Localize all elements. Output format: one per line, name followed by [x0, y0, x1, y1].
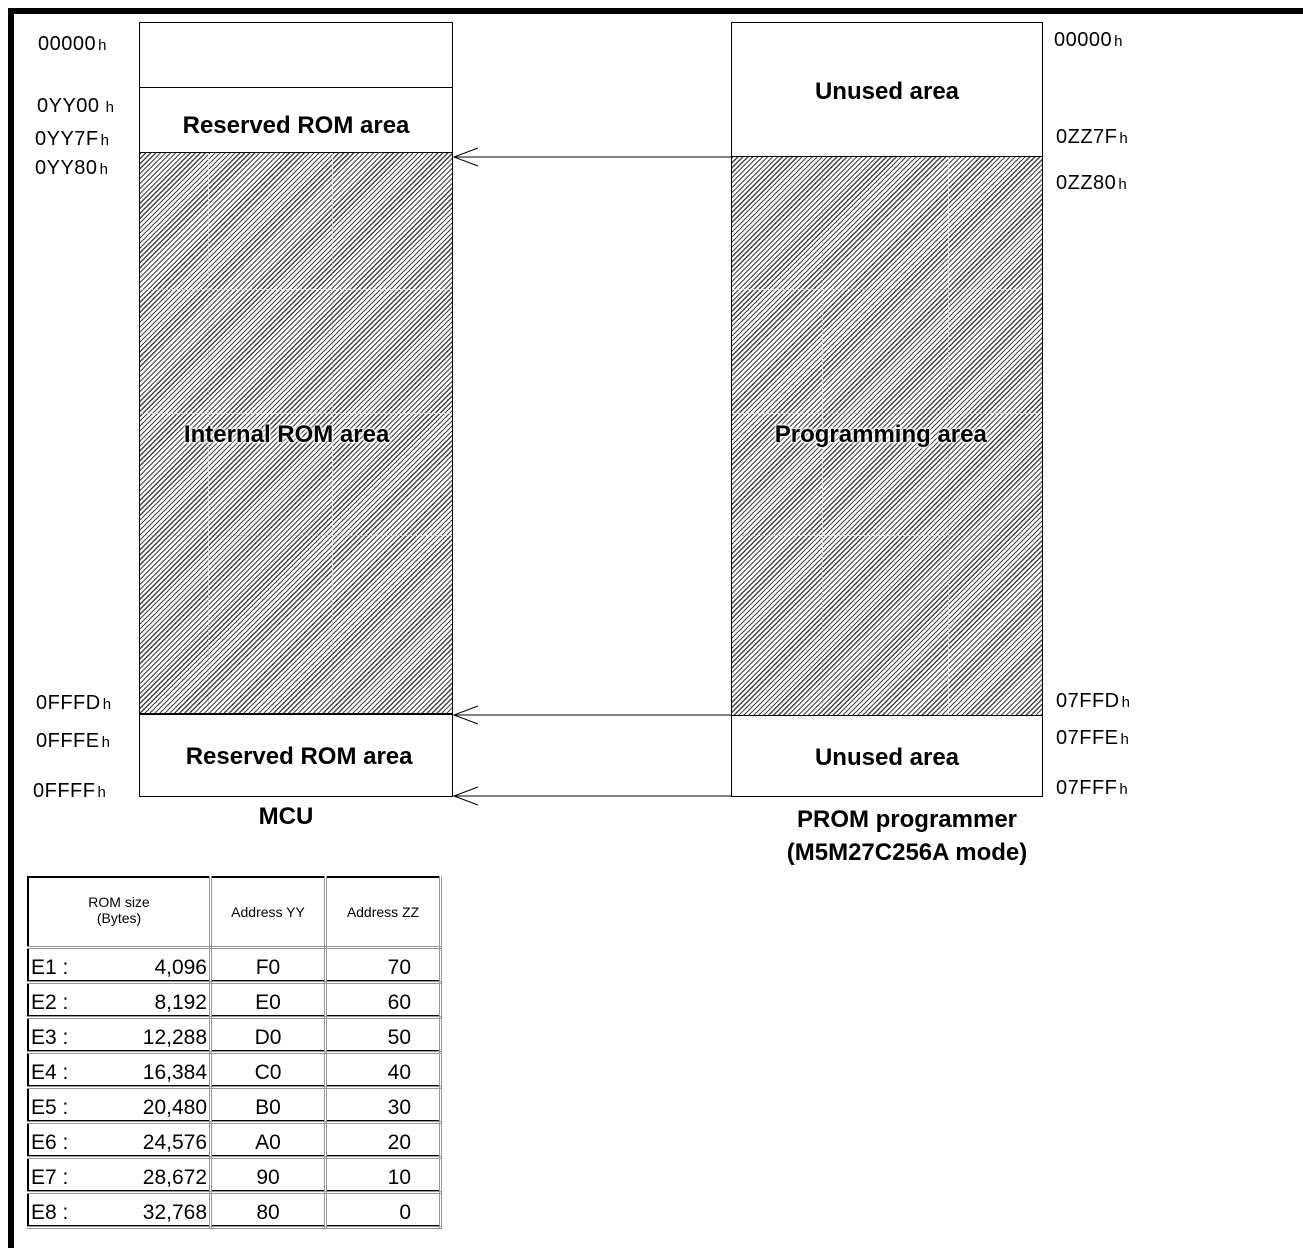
prom-address-7ffe: 07FFE h	[1056, 727, 1130, 749]
cell-rom-size: E2 : 8,192	[28, 982, 212, 1019]
table-header-row: ROM size (Bytes) Address YY Address ZZ	[28, 877, 442, 949]
cell-address-zz: 30	[325, 1087, 442, 1124]
header-address-yy: Address YY	[210, 877, 327, 949]
mcu-address-ffff: 0FFFF h	[33, 780, 107, 802]
arrow-head-middle	[452, 705, 479, 725]
row-size: 12,288	[142, 1026, 207, 1049]
table-row: E7 : 28,672 90 10	[28, 1157, 442, 1194]
row-size: 8,192	[154, 991, 207, 1014]
cell-address-zz: 0	[325, 1192, 442, 1229]
row-name: E3 :	[31, 1026, 69, 1049]
mcu-internal-rom-block: Internal ROM area	[139, 152, 453, 714]
prom-address-zz7f: 0ZZ7F h	[1056, 126, 1129, 148]
row-name: E6 :	[31, 1131, 69, 1154]
row-name: E7 :	[31, 1166, 69, 1189]
cell-rom-size: E8 : 32,768	[28, 1192, 212, 1229]
arrow-head-top	[452, 147, 479, 167]
cell-address-yy: 80	[210, 1192, 327, 1229]
prom-address-zz80: 0ZZ80 h	[1056, 172, 1128, 194]
table-row: E5 : 20,480 B0 30	[28, 1087, 442, 1124]
cell-address-yy: C0	[210, 1052, 327, 1089]
cell-address-yy: D0	[210, 1017, 327, 1054]
prom-address-7ffd: 07FFD h	[1056, 690, 1131, 712]
cell-address-yy: 90	[210, 1157, 327, 1194]
cell-address-zz: 10	[325, 1157, 442, 1194]
mcu-address-fffd: 0FFFD h	[36, 692, 112, 714]
rom-size-table: ROM size (Bytes) Address YY Address ZZ E…	[27, 876, 442, 1229]
cell-address-yy: F0	[210, 947, 327, 984]
prom-address-00000: 00000 h	[1054, 29, 1123, 51]
cell-address-yy: B0	[210, 1087, 327, 1124]
table-row: E8 : 32,768 80 0	[28, 1192, 442, 1229]
prom-unused-top-block: Unused area	[731, 22, 1043, 157]
prom-programming-block: Programming area	[731, 156, 1043, 716]
cell-address-yy: E0	[210, 982, 327, 1019]
cell-rom-size: E7 : 28,672	[28, 1157, 212, 1194]
cell-rom-size: E5 : 20,480	[28, 1087, 212, 1124]
cell-rom-size: E4 : 16,384	[28, 1052, 212, 1089]
cell-address-zz: 40	[325, 1052, 442, 1089]
diagram-frame	[8, 8, 1303, 1248]
table-row: E6 : 24,576 A0 20	[28, 1122, 442, 1159]
mcu-caption: MCU	[258, 803, 314, 830]
cell-rom-size: E1 : 4,096	[28, 947, 212, 984]
cell-address-zz: 60	[325, 982, 442, 1019]
mcu-address-yy7f: 0YY7F h	[35, 128, 110, 150]
prom-unused-top-label: Unused area	[814, 78, 960, 105]
table-row: E2 : 8,192 E0 60	[28, 982, 442, 1019]
prom-programming-label: Programming area	[774, 421, 987, 448]
cell-rom-size: E3 : 12,288	[28, 1017, 212, 1054]
header-rom-size: ROM size (Bytes)	[28, 877, 212, 949]
row-name: E5 :	[31, 1096, 69, 1119]
row-size: 32,768	[142, 1201, 207, 1224]
row-size: 20,480	[142, 1096, 207, 1119]
table-row: E1 : 4,096 F0 70	[28, 947, 442, 984]
mcu-reserved-top-block: Reserved ROM area	[139, 87, 453, 153]
prom-caption-line2: (M5M27C256A mode)	[786, 839, 1028, 866]
row-size: 24,576	[142, 1131, 207, 1154]
prom-caption-line1: PROM programmer	[796, 806, 1018, 833]
cell-rom-size: E6 : 24,576	[28, 1122, 212, 1159]
mcu-reserved-bottom-label: Reserved ROM area	[185, 743, 413, 770]
mcu-reserved-bottom-block: Reserved ROM area	[139, 714, 453, 797]
mcu-address-yy00: 0YY00 h	[37, 95, 115, 117]
prom-address-7fff: 07FFF h	[1056, 777, 1129, 799]
cell-address-zz: 50	[325, 1017, 442, 1054]
row-size: 16,384	[142, 1061, 207, 1084]
row-size: 4,096	[154, 956, 207, 979]
row-name: E1 :	[31, 956, 69, 979]
mcu-address-fffe: 0FFFE h	[36, 730, 111, 752]
prom-unused-bottom-block: Unused area	[731, 715, 1043, 797]
arrow-head-bottom	[452, 786, 479, 806]
mcu-reserved-top-label: Reserved ROM area	[182, 112, 410, 139]
row-name: E2 :	[31, 991, 69, 1014]
table-row: E3 : 12,288 D0 50	[28, 1017, 442, 1054]
mcu-address-yy80: 0YY80 h	[35, 157, 109, 179]
row-name: E4 :	[31, 1061, 69, 1084]
mcu-address-00000: 00000 h	[38, 33, 107, 55]
row-size: 28,672	[142, 1166, 207, 1189]
table-row: E4 : 16,384 C0 40	[28, 1052, 442, 1089]
cell-address-zz: 20	[325, 1122, 442, 1159]
prom-unused-bottom-label: Unused area	[814, 744, 960, 771]
header-address-zz: Address ZZ	[325, 877, 442, 949]
row-name: E8 :	[31, 1201, 69, 1224]
mcu-internal-rom-label: Internal ROM area	[183, 421, 390, 448]
cell-address-zz: 70	[325, 947, 442, 984]
cell-address-yy: A0	[210, 1122, 327, 1159]
